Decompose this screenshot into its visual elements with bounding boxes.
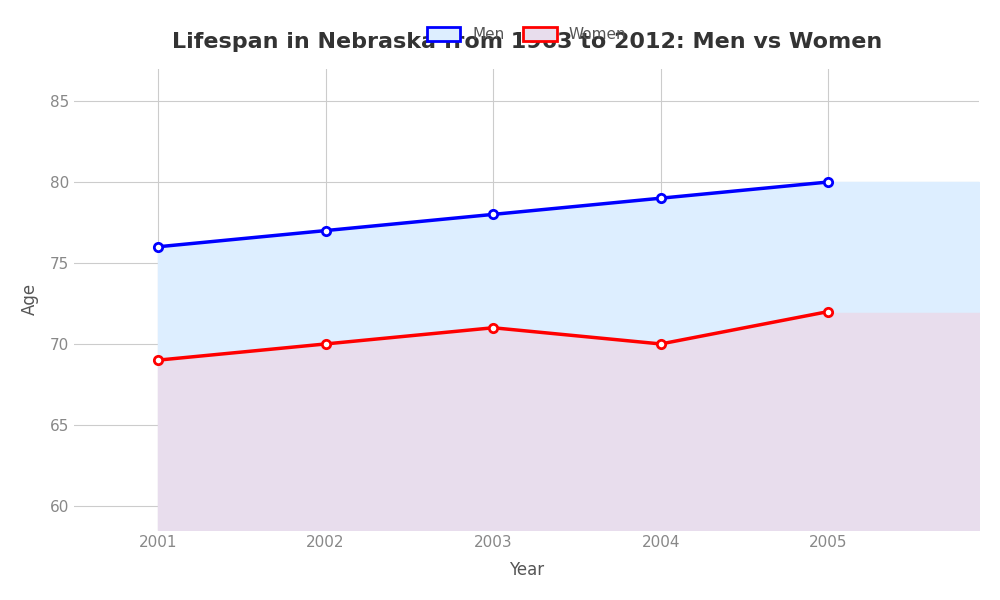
Title: Lifespan in Nebraska from 1963 to 2012: Men vs Women: Lifespan in Nebraska from 1963 to 2012: … [172, 32, 882, 52]
X-axis label: Year: Year [509, 561, 544, 579]
Y-axis label: Age: Age [21, 283, 39, 316]
Legend: Men, Women: Men, Women [421, 21, 633, 48]
